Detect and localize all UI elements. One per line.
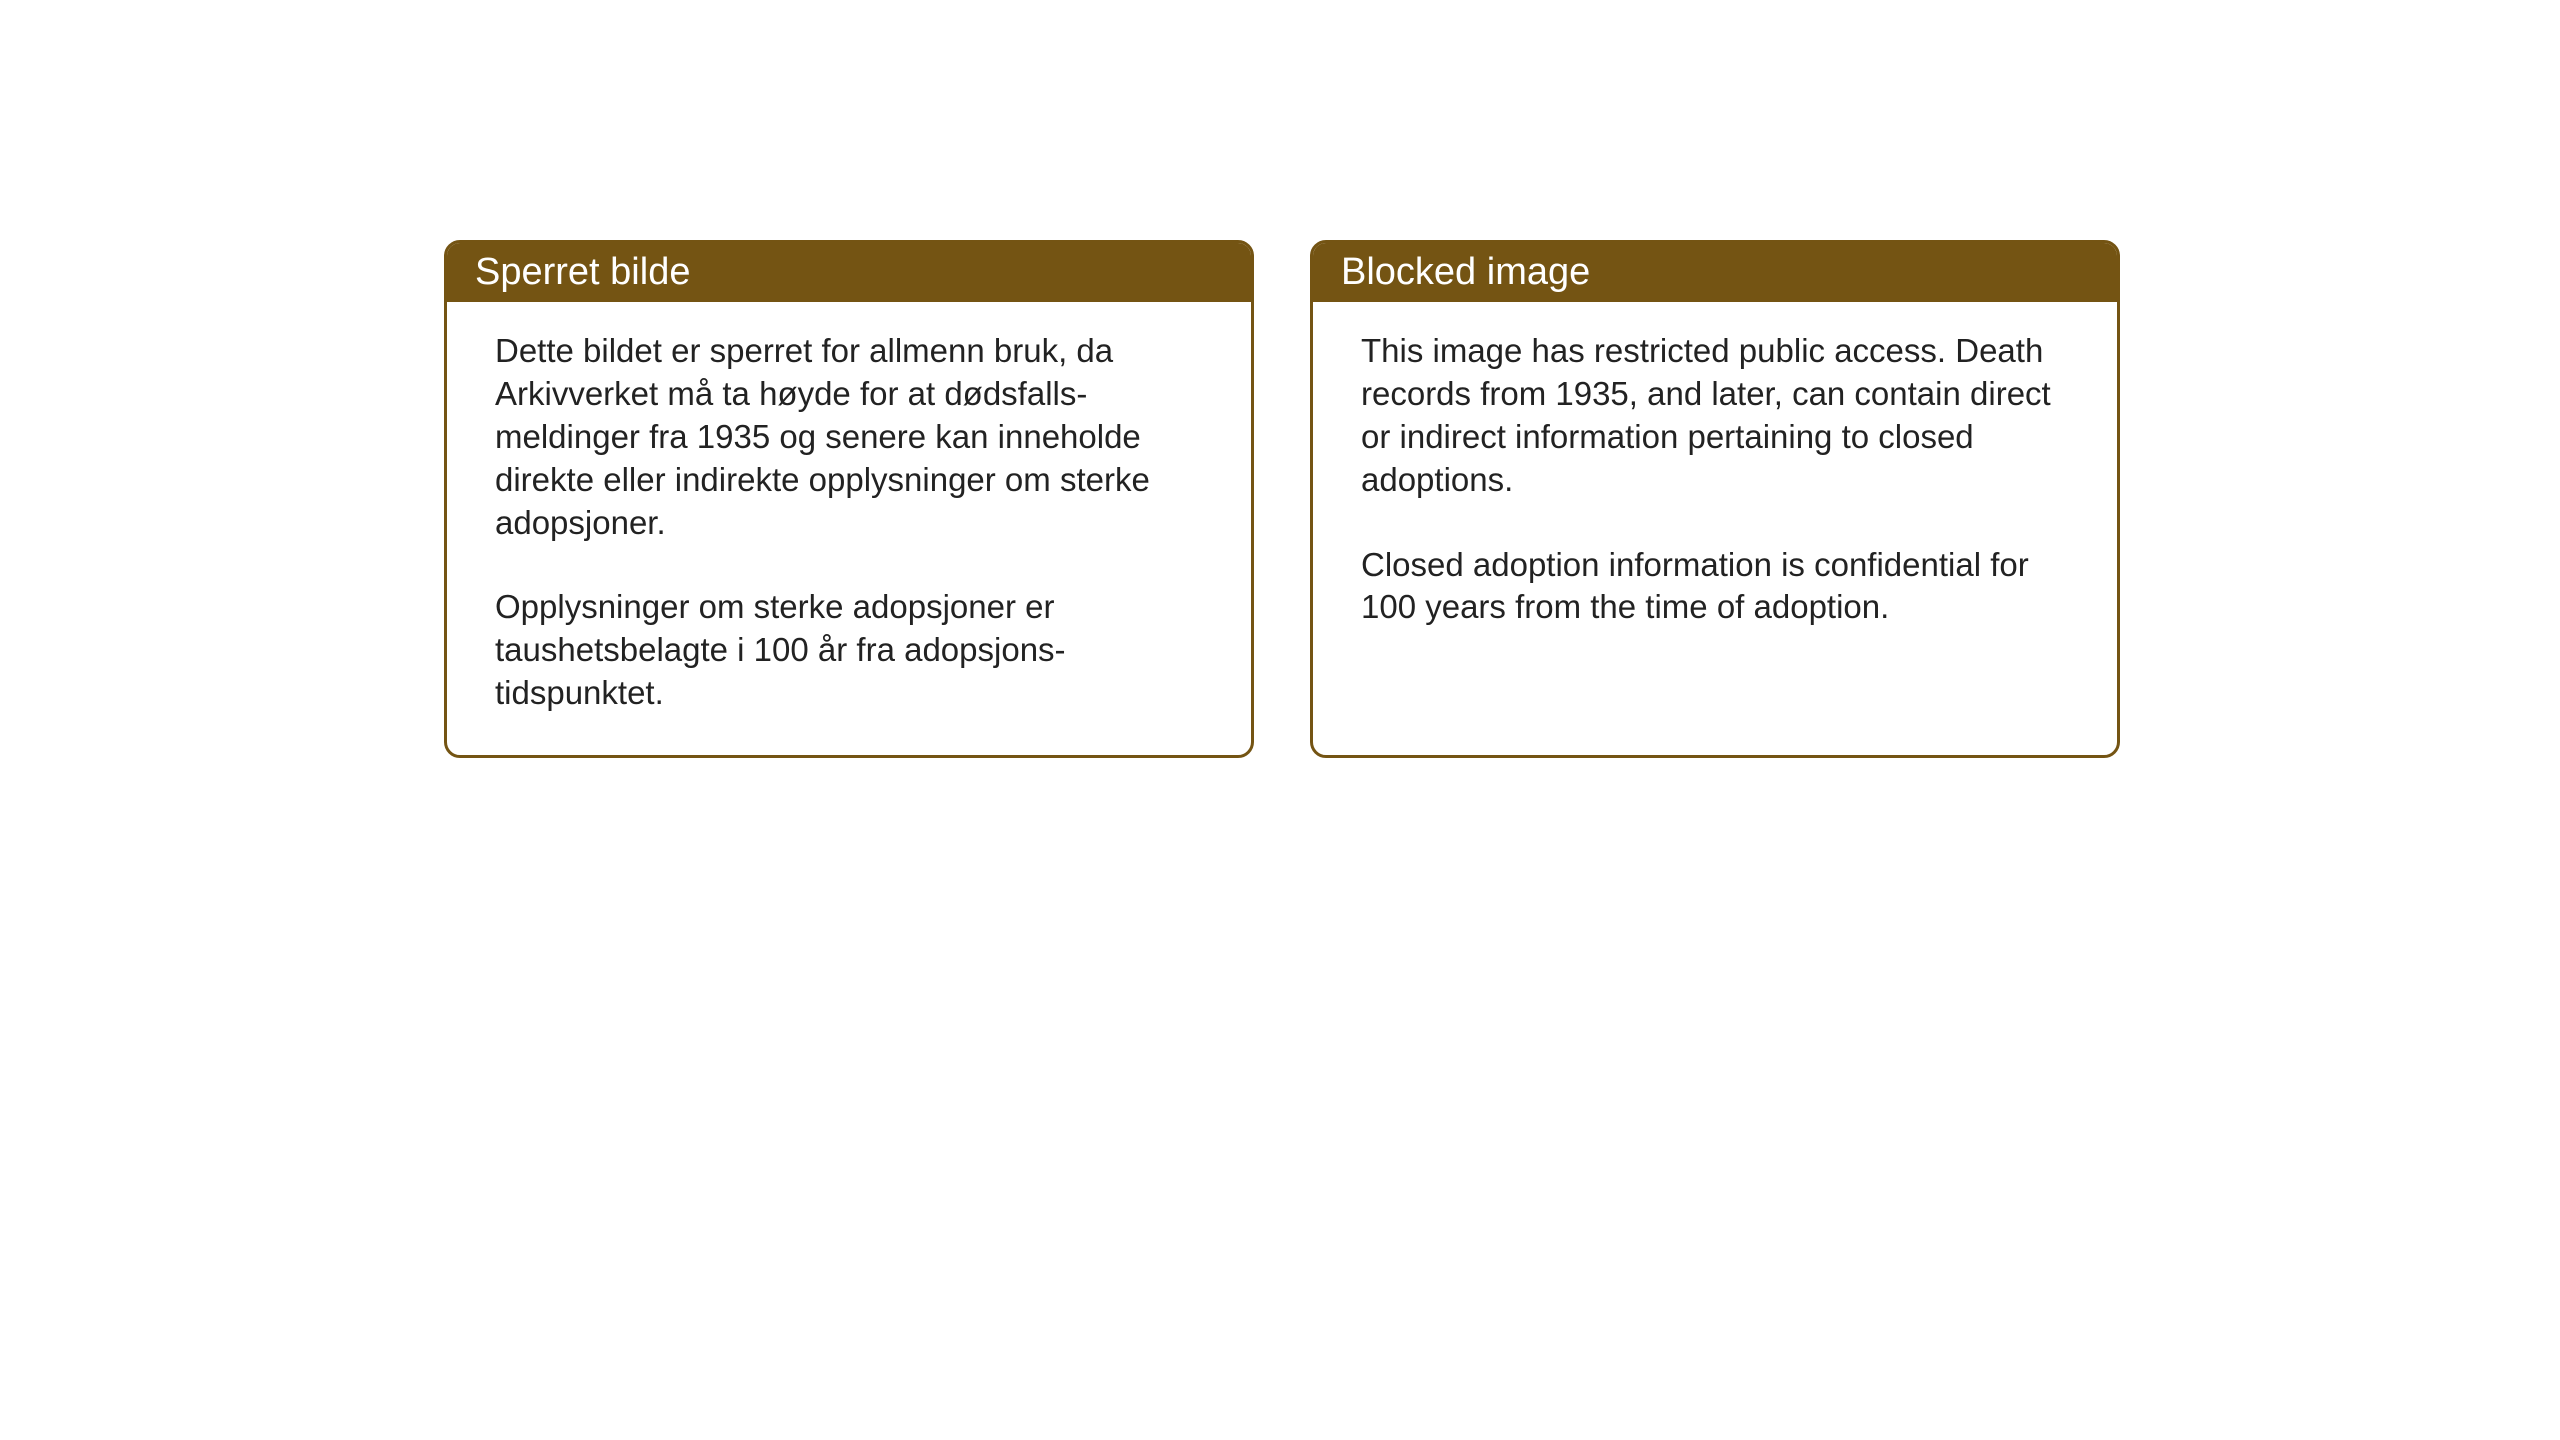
notice-paragraph-2-english: Closed adoption information is confident… (1361, 544, 2069, 630)
notice-card-english: Blocked image This image has restricted … (1310, 240, 2120, 758)
notice-body-english: This image has restricted public access.… (1313, 302, 2117, 732)
notice-paragraph-1-norwegian: Dette bildet er sperret for allmenn bruk… (495, 330, 1203, 544)
notice-paragraph-1-english: This image has restricted public access.… (1361, 330, 2069, 502)
notice-card-norwegian: Sperret bilde Dette bildet er sperret fo… (444, 240, 1254, 758)
notice-header-english: Blocked image (1313, 243, 2117, 302)
notice-container: Sperret bilde Dette bildet er sperret fo… (0, 0, 2560, 758)
notice-body-norwegian: Dette bildet er sperret for allmenn bruk… (447, 302, 1251, 755)
notice-header-norwegian: Sperret bilde (447, 243, 1251, 302)
notice-paragraph-2-norwegian: Opplysninger om sterke adopsjoner er tau… (495, 586, 1203, 715)
notice-title-norwegian: Sperret bilde (475, 251, 690, 293)
notice-title-english: Blocked image (1341, 251, 1590, 293)
